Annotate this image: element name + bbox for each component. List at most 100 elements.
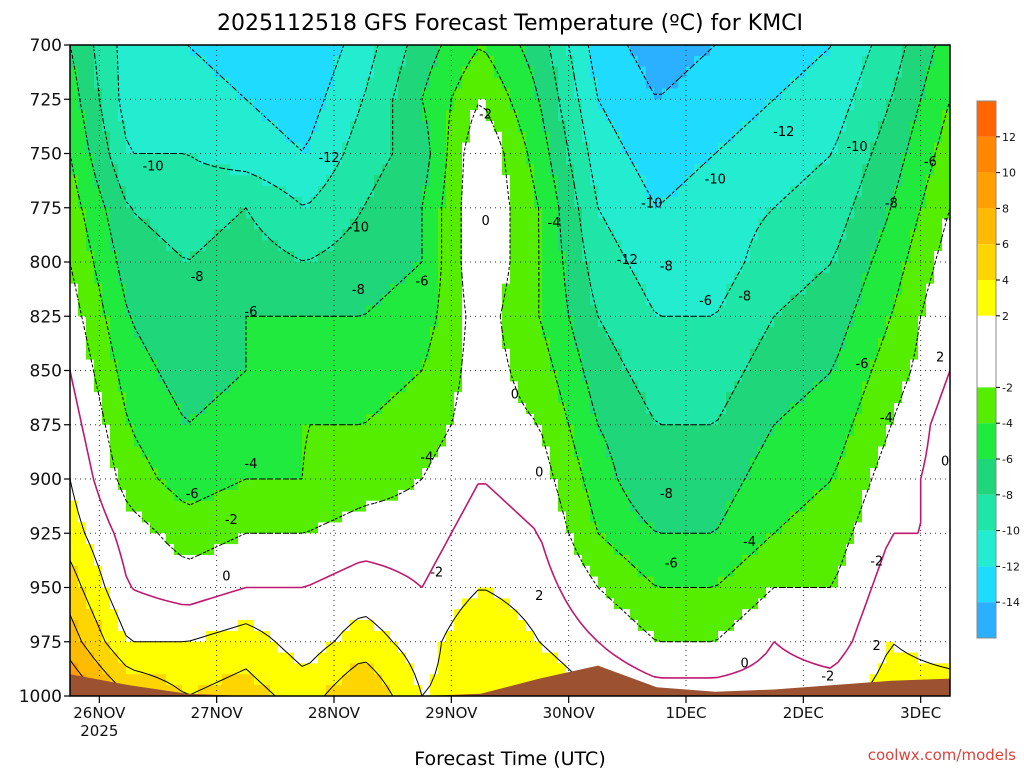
temperature-cell [710,131,719,144]
temperature-cell [398,240,407,252]
temperature-cell [854,121,863,133]
temperature-cell [566,121,575,133]
temperature-cell [926,229,935,241]
temperature-cell [638,142,647,155]
temperature-cell [678,348,687,361]
temperature-cell [334,424,343,437]
temperature-cell [630,446,639,458]
temperature-cell [262,489,271,502]
temperature-cell [886,164,895,176]
temperature-cell [630,489,639,502]
temperature-cell [270,229,279,241]
temperature-cell [198,468,207,480]
temperature-cell [942,131,950,144]
temperature-cell [822,468,831,480]
temperature-cell [206,468,215,480]
temperature-cell [70,77,79,89]
temperature-cell [382,446,391,458]
temperature-cell [822,489,831,502]
temperature-cell [214,283,223,296]
temperature-cell [374,196,383,209]
temperature-cell [94,294,103,307]
temperature-cell [438,121,447,133]
temperature-cell [790,327,799,339]
temperature-cell [318,272,327,285]
temperature-cell [334,153,343,165]
temperature-cell [630,457,639,469]
temperature-cell [646,348,655,361]
temperature-cell [758,392,767,404]
temperature-cell [830,305,839,317]
temperature-cell [238,45,247,57]
temperature-cell [614,413,623,426]
temperature-cell [510,359,519,372]
temperature-cell [630,110,639,122]
temperature-cell [894,305,903,317]
temperature-cell [70,66,79,79]
temperature-cell [766,446,775,458]
temperature-cell [798,468,807,480]
temperature-cell [78,262,87,274]
temperature-cell [446,153,455,165]
temperature-cell [542,88,551,100]
temperature-cell [342,500,351,513]
temperature-cell [758,164,767,176]
temperature-cell [262,327,271,339]
temperature-cell [478,55,487,68]
temperature-cell [350,305,359,317]
temperature-cell [486,381,495,393]
temperature-cell [182,522,191,534]
temperature-cell [766,131,775,144]
temperature-cell [326,207,335,220]
temperature-cell [86,55,95,68]
temperature-cell [118,500,127,513]
temperature-cell [926,186,935,198]
temperature-cell [694,413,703,426]
temperature-cell [606,110,615,122]
temperature-cell [782,164,791,176]
temperature-cell [894,251,903,263]
temperature-cell [526,66,535,79]
temperature-cell [606,294,615,307]
temperature-cell [870,153,879,165]
temperature-cell [334,196,343,209]
temperature-cell [918,381,927,393]
temperature-cell [622,348,631,361]
temperature-cell [862,511,871,523]
temperature-cell [622,316,631,328]
temperature-cell [806,99,815,111]
temperature-cell [742,99,751,111]
temperature-cell [822,316,831,328]
temperature-cell [662,359,671,372]
temperature-cell [190,457,199,469]
temperature-cell [174,511,183,523]
temperature-cell [886,272,895,285]
temperature-cell [414,533,423,545]
temperature-cell [750,283,759,296]
temperature-cell [526,175,535,187]
temperature-cell [302,45,311,57]
temperature-cell [582,207,591,220]
temperature-cell [102,500,111,513]
temperature-cell [390,45,399,57]
temperature-cell [558,164,567,176]
temperature-cell [806,403,815,415]
temperature-cell [150,164,159,176]
temperature-cell [502,66,511,79]
temperature-cell [294,489,303,502]
temperature-cell [198,294,207,307]
temperature-cell [262,424,271,437]
temperature-cell [566,110,575,122]
temperature-cell [262,218,271,230]
temperature-cell [374,413,383,426]
temperature-cell [454,457,463,469]
temperature-cell [470,229,479,241]
temperature-cell [470,55,479,68]
temperature-cell [390,142,399,155]
temperature-cell [934,348,943,361]
temperature-cell [150,186,159,198]
temperature-cell [446,316,455,328]
temperature-cell [806,305,815,317]
temperature-cell [334,175,343,187]
temperature-cell [414,262,423,274]
